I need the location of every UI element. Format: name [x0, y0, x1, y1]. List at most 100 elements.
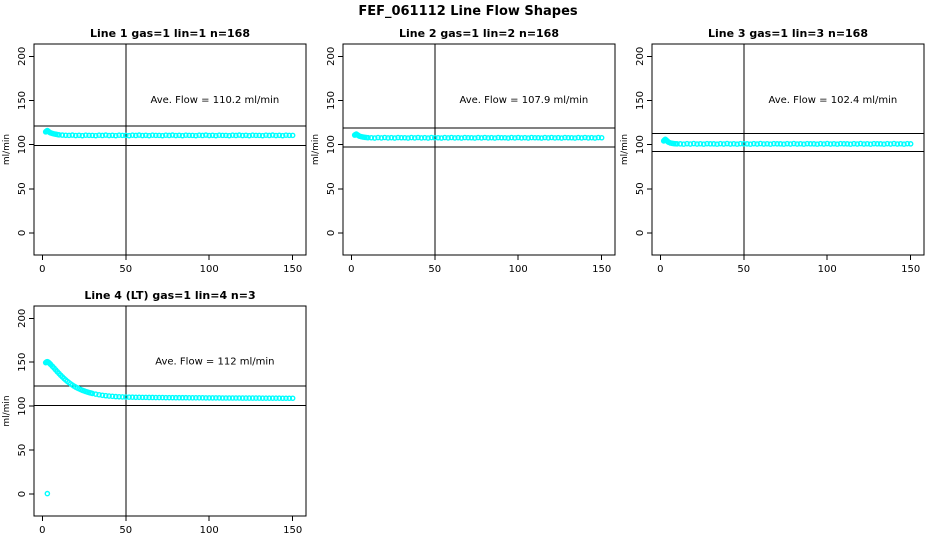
data-point [176, 394, 182, 401]
data-point [458, 135, 465, 141]
data-point [166, 394, 172, 401]
data-point [552, 135, 558, 141]
data-point [724, 140, 730, 147]
data-point [398, 134, 405, 141]
y-axis: 0 50 100 150 200 [17, 47, 34, 236]
data-point [269, 395, 276, 401]
data-point [279, 395, 286, 402]
data-point [156, 132, 162, 139]
y-axis-label: ml/min [2, 395, 12, 426]
y-tick-label: 50 [17, 182, 28, 195]
data-point [861, 141, 867, 147]
data-point [747, 141, 754, 147]
data-point [119, 132, 126, 139]
data-point [572, 135, 578, 141]
data-point [485, 135, 491, 141]
data-point [246, 132, 253, 139]
data-point [592, 135, 598, 141]
data-point [263, 132, 269, 138]
data-point [96, 132, 102, 138]
data-point [425, 135, 431, 141]
data-point [283, 395, 289, 402]
data-point [153, 394, 159, 401]
data-point [824, 140, 831, 147]
data-point [89, 390, 96, 397]
data-point [176, 132, 182, 139]
data-point [159, 394, 166, 401]
data-point [126, 132, 132, 139]
y-tick-label: 0 [635, 230, 646, 236]
data-point [871, 140, 877, 147]
data-point [166, 132, 172, 139]
data-point [129, 394, 136, 401]
data-point [99, 132, 106, 139]
data-point [492, 135, 498, 141]
data-point [532, 134, 538, 141]
data-point [116, 393, 122, 400]
data-point [136, 132, 142, 138]
data-point [515, 134, 522, 141]
data-point [213, 132, 219, 139]
data-point [44, 490, 51, 497]
data-point [720, 141, 727, 147]
data-point [246, 395, 253, 401]
data-point [847, 141, 854, 147]
y-axis-label: ml/min [2, 134, 12, 165]
data-point [817, 140, 824, 147]
data-point [598, 134, 605, 141]
data-point [189, 395, 196, 401]
data-point [415, 134, 421, 141]
data-point [700, 141, 707, 147]
data-point [884, 140, 891, 147]
data-point [256, 395, 263, 401]
data-point [109, 132, 116, 139]
y-tick-label: 150 [635, 91, 646, 110]
data-point [102, 392, 109, 399]
data-point [79, 132, 86, 139]
data-point [289, 395, 296, 402]
data-point [378, 135, 385, 141]
data-point [226, 132, 233, 139]
data-point [697, 140, 704, 147]
data-point [99, 392, 106, 399]
data-point [239, 395, 246, 401]
data-point [276, 395, 283, 401]
y-axis: 0 50 100 150 200 [17, 309, 34, 497]
data-point [163, 394, 169, 401]
panel-title: Line 2 gas=1 lin=2 n=168 [399, 27, 559, 40]
y-tick-label: 100 [17, 397, 28, 416]
data-point [112, 393, 119, 400]
data-point [807, 141, 814, 147]
data-point [877, 141, 884, 147]
data-point [371, 135, 378, 141]
data-point [173, 132, 179, 139]
data-point [266, 395, 273, 401]
data-points [42, 127, 296, 139]
data-points [660, 136, 914, 147]
data-point [143, 132, 149, 139]
data-point [821, 141, 827, 147]
data-point [754, 141, 760, 147]
data-point [153, 132, 159, 139]
data-point [495, 134, 501, 141]
data-point [122, 394, 129, 400]
data-point [418, 135, 425, 141]
data-point [707, 141, 714, 147]
data-point [89, 132, 96, 139]
y-tick-label: 200 [326, 47, 337, 66]
x-axis: 0 50 100 150 [39, 516, 302, 536]
data-point [173, 394, 179, 401]
data-point [219, 132, 226, 139]
data-point [236, 132, 243, 138]
data-point [146, 394, 152, 401]
data-point [690, 140, 697, 147]
data-point [375, 134, 381, 141]
data-point [109, 393, 116, 400]
x-tick-label: 100 [509, 264, 528, 275]
data-point [680, 141, 687, 147]
x-axis: 0 50 100 150 [348, 255, 611, 275]
data-point [276, 132, 283, 139]
y-axis-label: ml/min [311, 134, 321, 165]
panel-2: Line 2 gas=1 lin=2 n=168 0 50 100 150 0 50 100 1… [311, 27, 616, 275]
y-tick-label: 200 [635, 47, 646, 66]
